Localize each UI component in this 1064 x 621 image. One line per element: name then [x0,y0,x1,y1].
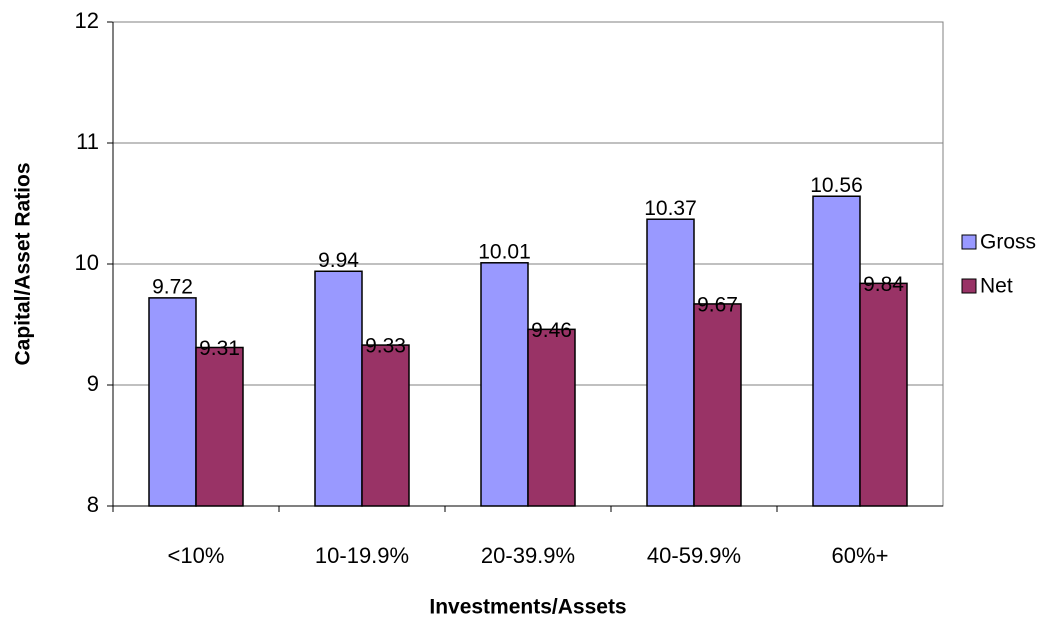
x-tick-label: 40-59.9% [647,543,741,568]
legend-label: Net [980,275,1013,298]
y-tick-label: 11 [76,129,99,154]
bar [859,282,908,507]
legend-label: Gross [980,231,1036,254]
x-tick-label: 20-39.9% [481,543,575,568]
x-tick-label: 60%+ [832,543,889,568]
value-label: 9.46 [531,319,572,342]
value-label: 10.37 [644,197,697,220]
value-label: 9.94 [318,249,359,272]
x-tick-label: <10% [168,543,225,568]
value-label: 10.56 [810,174,863,197]
x-tick-label: 10-19.9% [315,543,409,568]
value-label: 9.84 [863,273,904,296]
bar [148,297,197,507]
legend-swatch [961,278,977,294]
bar [480,262,529,507]
legend-swatch [961,234,977,250]
x-axis-title: Investments/Assets [429,596,626,619]
value-label: 9.72 [152,275,193,298]
y-tick-label: 12 [75,8,99,33]
bar [314,270,363,507]
value-label: 9.33 [365,335,406,358]
value-label: 9.31 [199,337,240,360]
bar [361,344,410,507]
bar [812,195,861,507]
bar [195,346,244,507]
bar [693,303,742,507]
y-tick-label: 9 [87,371,99,396]
value-label: 10.01 [478,240,531,263]
value-label: 9.67 [697,293,738,316]
y-axis-title: Capital/Asset Ratios [12,162,35,365]
bar [527,328,576,507]
y-tick-label: 8 [87,492,99,517]
bar [646,218,695,507]
y-tick-label: 10 [75,250,99,275]
